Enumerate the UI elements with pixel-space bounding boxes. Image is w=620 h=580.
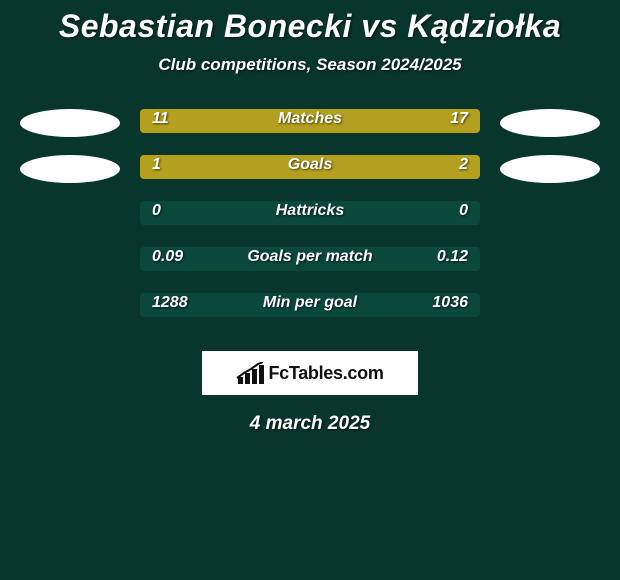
stat-row: 00Hattricks — [0, 199, 620, 245]
logo-box: FcTables.com — [202, 351, 418, 395]
logo-chart-icon — [236, 362, 264, 384]
stats-area: 1117Matches12Goals00Hattricks0.090.12Goa… — [0, 107, 620, 337]
subtitle: Club competitions, Season 2024/2025 — [0, 55, 620, 75]
stat-row: 0.090.12Goals per match — [0, 245, 620, 291]
stat-label: Goals — [0, 156, 620, 174]
stat-row: 12881036Min per goal — [0, 291, 620, 337]
stat-label: Min per goal — [0, 294, 620, 312]
stat-row: 1117Matches — [0, 107, 620, 153]
logo-text: FcTables.com — [268, 363, 383, 384]
date-text: 4 march 2025 — [0, 413, 620, 435]
stat-row: 12Goals — [0, 153, 620, 199]
stat-label: Goals per match — [0, 248, 620, 266]
stat-label: Matches — [0, 110, 620, 128]
page-title: Sebastian Bonecki vs Kądziołka — [0, 0, 620, 45]
stat-label: Hattricks — [0, 202, 620, 220]
